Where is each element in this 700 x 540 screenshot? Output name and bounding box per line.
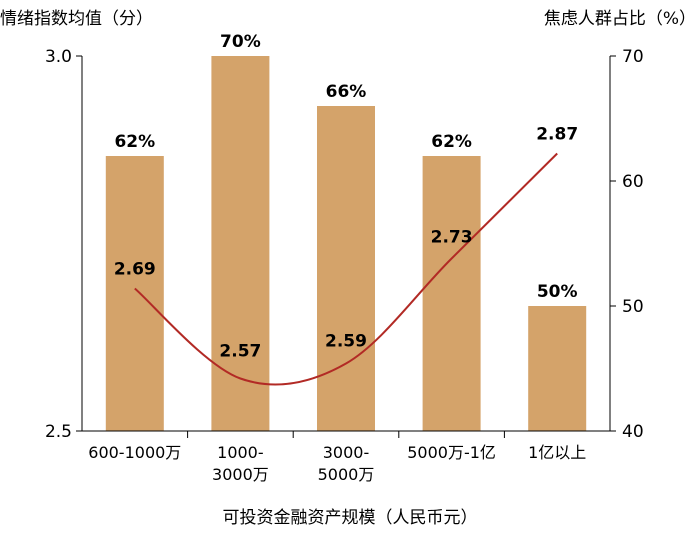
bar-value-label-3: 66% — [326, 82, 367, 102]
line-value-label-1: 2.69 — [114, 260, 156, 280]
bar-value-label-1: 62% — [114, 132, 155, 152]
y-left-tick-label-2: 3.0 — [45, 47, 72, 67]
y-right-axis-title: 焦虑人群占比（%） — [543, 9, 696, 29]
y-right-tick-label-3: 60 — [622, 172, 644, 192]
bar-value-label-2: 70% — [220, 32, 261, 52]
bar-2 — [211, 56, 270, 431]
line-value-label-2: 2.57 — [219, 342, 261, 362]
y-right-tick-label-2: 50 — [622, 297, 644, 317]
x-tick-label-2-line-1: 1000- — [217, 443, 264, 462]
x-tick-label-4: 5000万-1亿 — [407, 443, 496, 462]
x-tick-label-3-line-1: 3000- — [323, 443, 370, 462]
x-tick-label-5: 1亿以上 — [528, 443, 586, 462]
line-series-emotion-index — [134, 152, 558, 386]
bar-value-label-5: 50% — [537, 282, 578, 302]
x-tick-label-2-line-2: 3000万 — [212, 465, 269, 484]
bar-value-label-4: 62% — [431, 132, 472, 152]
y-left-tick-label-1: 2.5 — [45, 422, 72, 442]
line-value-label-3: 2.59 — [325, 332, 367, 352]
bar-3 — [317, 106, 375, 431]
line-value-label-5: 2.87 — [536, 125, 578, 145]
y-right-tick-label-1: 40 — [622, 422, 644, 442]
x-tick-label-1: 600-1000万 — [88, 443, 181, 462]
bar-5 — [528, 306, 587, 431]
bar-4 — [422, 156, 481, 431]
bar-1 — [105, 156, 164, 431]
x-tick-label-3-line-2: 5000万 — [318, 465, 375, 484]
y-right-tick-label-4: 70 — [622, 47, 644, 67]
line-value-label-4: 2.73 — [431, 228, 473, 248]
x-axis-title: 可投资金融资产规模（人民币元） — [222, 508, 478, 528]
y-left-axis-title: 情绪指数均值（分） — [0, 9, 153, 29]
